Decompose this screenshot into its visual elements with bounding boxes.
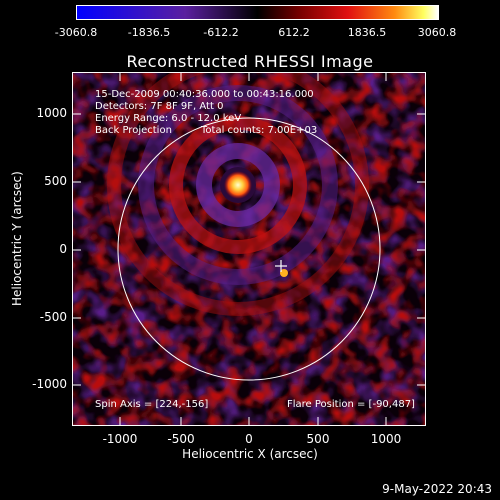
info-time-range: 15-Dec-2009 00:40:36.000 to 00:43:16.000	[95, 89, 314, 100]
colorbar	[76, 5, 439, 20]
spin-axis-marker	[275, 260, 287, 272]
image-title: Reconstructed RHESSI Image	[126, 52, 374, 71]
colorbar-tick: -612.2	[203, 26, 239, 39]
x-tick-label: -1000	[102, 432, 138, 446]
secondary-source	[280, 269, 288, 277]
solar-limb	[117, 117, 381, 381]
colorbar-tick: 612.2	[278, 26, 310, 39]
x-axis-label: Heliocentric X (arcsec)	[182, 447, 318, 461]
info-energy-range: Energy Range: 6.0 - 12.0 keV	[95, 113, 242, 124]
colorbar-tick: 3060.8	[417, 26, 457, 39]
axis-ticks	[73, 73, 425, 425]
colorbar-tick: -3060.8	[54, 26, 98, 39]
colorbar-tick: 1836.5	[347, 26, 387, 39]
x-tick-label: 0	[245, 432, 253, 446]
sidelobe-rings	[107, 73, 369, 316]
flare-source	[224, 171, 252, 199]
info-detectors: Detectors: 7F 8F 9F, Att 0	[95, 101, 224, 112]
info-flare-position: Flare Position = [-90,487]	[287, 399, 415, 410]
datestamp: 9-May-2022 20:43	[382, 482, 492, 496]
x-tick-label: 1000	[370, 432, 402, 446]
y-axis-label: Heliocentric Y (arcsec)	[10, 171, 24, 306]
rhessi-image-plot: 15-Dec-2009 00:40:36.000 to 00:43:16.000…	[72, 72, 426, 426]
x-tick-label: 500	[306, 432, 330, 446]
info-spin-axis: Spin Axis = [224,-156]	[95, 399, 209, 410]
y-tick-label: -500	[39, 310, 67, 324]
y-tick-label: 0	[59, 242, 67, 256]
info-total-counts: Total counts: 7.00E+03	[201, 125, 318, 136]
info-method: Back Projection	[95, 125, 172, 136]
rhessi-image	[73, 73, 425, 425]
y-tick-label: 1000	[36, 106, 67, 120]
x-tick-label: -500	[167, 432, 195, 446]
colorbar-tick: -1836.5	[127, 26, 171, 39]
y-tick-label: -1000	[32, 377, 67, 391]
y-tick-label: 500	[44, 174, 67, 188]
